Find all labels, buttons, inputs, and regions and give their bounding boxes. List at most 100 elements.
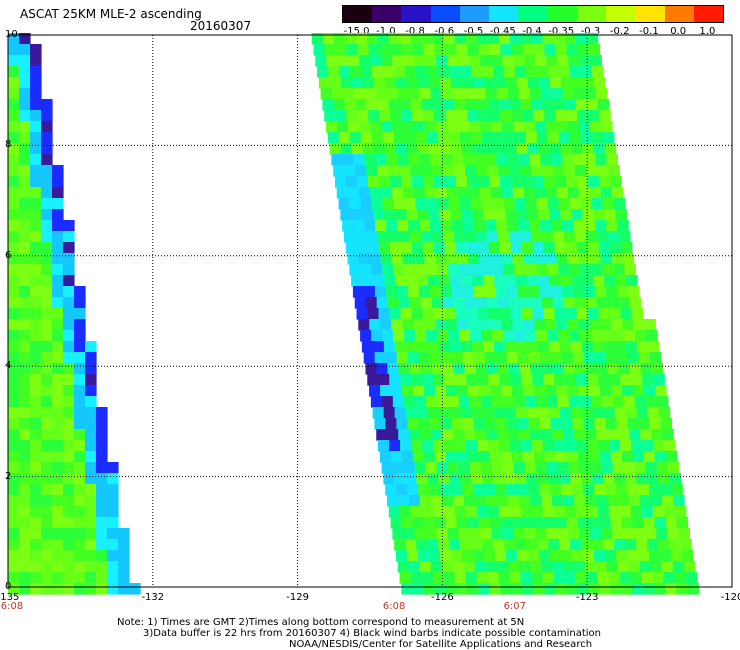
swath-cell xyxy=(8,187,20,199)
swath-cell xyxy=(357,110,369,122)
swath-cell xyxy=(30,528,42,540)
swath-cell xyxy=(516,209,528,221)
swath-cell xyxy=(364,88,377,100)
swath-cell xyxy=(432,506,445,518)
swath-cell xyxy=(30,550,42,562)
note-line-2: 3)Data buffer is 22 hrs from 20160307 4)… xyxy=(143,628,601,639)
swath-cell xyxy=(96,517,108,529)
swath-cell xyxy=(575,506,588,518)
swath-cell xyxy=(326,55,338,67)
swath-cell xyxy=(63,286,75,298)
swath-cell xyxy=(416,539,428,551)
swath-cell xyxy=(400,176,413,188)
swath-cell xyxy=(632,517,645,529)
swath-cell xyxy=(477,242,490,254)
swath-cell xyxy=(418,286,431,298)
swath-cell xyxy=(467,451,480,463)
swath-cell xyxy=(398,495,410,507)
swath-cell xyxy=(85,429,97,441)
swath-cell xyxy=(406,209,418,221)
swath-cell xyxy=(409,363,422,375)
swath-cell xyxy=(634,528,646,540)
swath-cell xyxy=(591,264,603,276)
swath-cell xyxy=(658,539,670,551)
swath-cell xyxy=(541,231,554,243)
swath-cell xyxy=(601,121,613,133)
swath-cell xyxy=(383,407,396,419)
swath-cell xyxy=(63,341,75,353)
swath-cell xyxy=(74,385,86,397)
swath-cell xyxy=(423,517,436,529)
swath-cell xyxy=(457,187,470,199)
swath-cell xyxy=(362,77,375,89)
swath-cell xyxy=(540,88,553,100)
swath-cell xyxy=(30,286,42,298)
swath-cell xyxy=(448,330,460,342)
swath-cell xyxy=(476,33,489,45)
swath-cell xyxy=(491,121,503,133)
swath-cell xyxy=(390,110,402,122)
swath-cell xyxy=(19,550,31,562)
swath-cell xyxy=(30,319,42,331)
swath-cell xyxy=(334,176,347,188)
swath-cell xyxy=(19,165,31,177)
colorbar-label: -0.8 xyxy=(405,26,425,37)
swath-cell xyxy=(344,99,357,111)
swath-cell xyxy=(30,77,42,89)
swath-cell xyxy=(85,341,97,353)
swath-cell xyxy=(567,385,579,397)
swath-cell xyxy=(588,451,601,463)
swath-cell xyxy=(523,253,536,265)
swath-cell xyxy=(368,110,380,122)
swath-cell xyxy=(611,253,624,265)
swath-cell xyxy=(403,396,416,408)
swath-cell xyxy=(85,539,97,551)
swath-cell xyxy=(589,253,602,265)
swath-cell xyxy=(566,110,578,122)
swath-cell xyxy=(458,121,470,133)
swath-cell xyxy=(514,132,527,144)
swath-cell xyxy=(74,319,86,331)
swath-cell xyxy=(600,253,613,265)
swath-cell xyxy=(653,374,665,386)
swath-cell xyxy=(532,440,544,452)
swath-cell xyxy=(30,473,42,485)
swath-cell xyxy=(85,396,97,408)
swath-cell xyxy=(523,319,535,331)
swath-cell xyxy=(376,231,389,243)
swath-cell xyxy=(471,66,483,78)
swath-cell xyxy=(638,484,650,496)
swath-cell xyxy=(338,198,351,210)
swath-cell xyxy=(375,154,388,166)
swath-cell xyxy=(411,242,424,254)
swath-cell xyxy=(572,418,585,430)
swath-cell xyxy=(670,550,683,562)
swath-cell xyxy=(516,143,529,155)
swath-cell xyxy=(592,539,604,551)
swath-cell xyxy=(564,572,577,584)
swath-cell xyxy=(479,319,491,331)
swath-cell xyxy=(456,517,469,529)
swath-cell xyxy=(8,99,20,111)
swath-cell xyxy=(63,319,75,331)
swath-cell xyxy=(530,495,542,507)
swath-cell xyxy=(370,55,382,67)
swath-cell xyxy=(599,517,612,529)
swath-cell xyxy=(359,55,371,67)
swath-cell xyxy=(678,528,690,540)
swath-cell xyxy=(526,407,539,419)
swath-cell xyxy=(74,473,86,485)
swath-cell xyxy=(510,176,523,188)
swath-cell xyxy=(41,484,53,496)
swath-cell xyxy=(674,506,687,518)
swath-cell xyxy=(521,440,533,452)
swath-cell xyxy=(503,198,516,210)
swath-cell xyxy=(568,462,581,474)
swath-cell xyxy=(438,407,451,419)
swath-cell xyxy=(431,429,443,441)
swath-cell xyxy=(481,132,494,144)
swath-cell xyxy=(585,297,598,309)
swath-cell xyxy=(429,286,442,298)
swath-cell xyxy=(41,341,53,353)
